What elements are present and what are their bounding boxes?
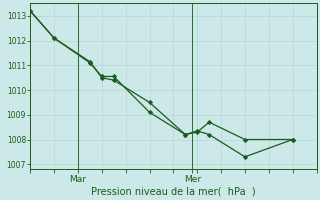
X-axis label: Pression niveau de la mer(  hPa  ): Pression niveau de la mer( hPa ) bbox=[91, 187, 256, 197]
